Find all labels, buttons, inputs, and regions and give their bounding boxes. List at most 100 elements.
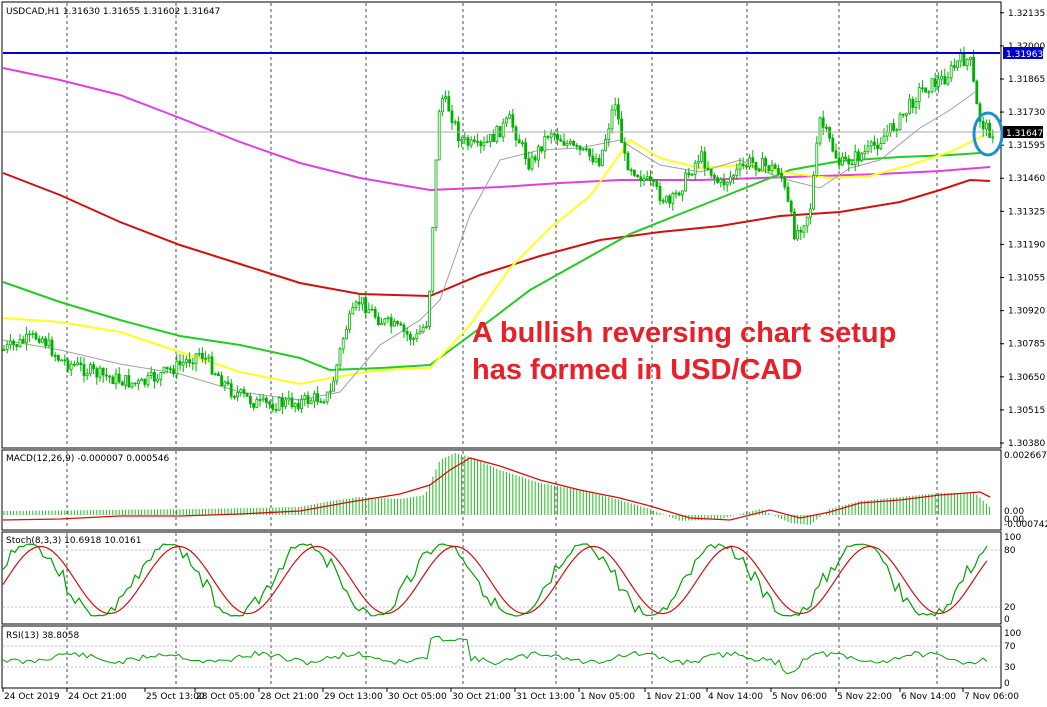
candle-body <box>559 139 563 142</box>
candle-body <box>121 381 124 386</box>
candle-body <box>101 367 105 376</box>
candle-body <box>818 117 822 144</box>
candle-body <box>284 399 288 407</box>
candle-body <box>124 375 127 386</box>
candle-body <box>620 118 623 143</box>
candle-body <box>908 98 911 114</box>
candle-body <box>364 297 368 313</box>
candle-body <box>697 160 700 164</box>
candle-body <box>200 352 204 359</box>
candle-body <box>681 190 684 196</box>
candle-body <box>556 133 559 140</box>
candle-body <box>242 389 246 394</box>
candle-body <box>73 363 76 366</box>
time-tick-label: 30 Oct 05:00 <box>388 692 447 702</box>
resistance-price-label: 1.31963 <box>1006 50 1043 60</box>
candle-body <box>825 126 828 129</box>
candle-body <box>517 139 521 144</box>
candle-body <box>105 374 108 377</box>
candle-body <box>671 192 675 204</box>
candle-body <box>793 211 796 240</box>
candle-body <box>184 359 188 363</box>
candle-body <box>162 366 166 374</box>
candle-body <box>597 158 601 166</box>
candle-body <box>665 195 668 203</box>
candle-body <box>504 117 508 124</box>
price-tick-label: 1.30785 <box>1008 340 1045 350</box>
candle-body <box>332 380 336 392</box>
macd-tick-bottom: -0.000742 <box>1004 520 1047 530</box>
candle-body <box>194 353 198 364</box>
candle-body <box>204 357 208 360</box>
candle-body <box>565 142 569 146</box>
candle-body <box>143 378 147 385</box>
candle-body <box>693 162 697 175</box>
rsi-line <box>2 635 988 675</box>
candle-body <box>956 60 959 68</box>
candle-body <box>713 174 716 179</box>
candle-body <box>191 362 195 365</box>
candle-body <box>898 113 902 131</box>
candle-body <box>306 395 310 404</box>
candle-body <box>562 140 566 146</box>
candle-body <box>700 151 703 162</box>
candle-body <box>223 381 227 387</box>
candle-body <box>764 158 767 167</box>
candle-body <box>412 338 416 340</box>
candle-body <box>943 75 947 85</box>
candle-body <box>821 117 825 128</box>
candle-body <box>261 397 265 401</box>
candle-body <box>975 80 979 105</box>
candle-body <box>668 195 671 204</box>
candle-body <box>857 151 860 161</box>
candle-body <box>917 87 921 103</box>
candle-body <box>396 321 400 325</box>
candle-body <box>495 126 499 142</box>
candle-body <box>965 59 969 67</box>
candle-body <box>885 131 889 137</box>
candle-body <box>188 359 192 364</box>
candle-body <box>876 144 879 149</box>
candle-body <box>399 323 403 326</box>
candle-body <box>85 373 89 376</box>
time-tick-label: 7 Nov 06:00 <box>964 692 1019 702</box>
price-tick-label: 1.30380 <box>1008 439 1045 449</box>
candle-body <box>428 290 432 327</box>
candle-body <box>197 352 201 355</box>
ma100-line <box>2 152 981 372</box>
stoch-title: Stoch(8,3,3) 10.6918 10.0161 <box>6 536 141 546</box>
candle-body <box>216 373 220 377</box>
candle-body <box>28 333 32 336</box>
candle-body <box>706 167 710 170</box>
candle-body <box>309 400 313 404</box>
price-tick-label: 1.31055 <box>1008 274 1045 284</box>
candle-body <box>44 338 47 347</box>
candle-body <box>12 340 16 345</box>
stoch-panel <box>1 531 1002 625</box>
candle-body <box>386 317 390 320</box>
candle-body <box>738 163 742 170</box>
candle-body <box>18 338 22 348</box>
price-tick-label: 1.32135 <box>1008 9 1045 19</box>
price-candles <box>2 46 995 415</box>
candle-body <box>729 176 732 183</box>
candle-body <box>440 98 444 113</box>
time-tick-label: 4 Nov 14:00 <box>708 692 763 702</box>
candle-body <box>834 150 838 159</box>
candle-body <box>274 409 278 411</box>
candle-body <box>722 178 726 186</box>
candle-body <box>146 375 150 385</box>
candle-body <box>89 364 92 375</box>
candle-body <box>476 141 480 143</box>
time-tick-label: 5 Nov 06:00 <box>772 692 827 702</box>
price-tick-label: 1.31595 <box>1008 141 1045 151</box>
candle-body <box>415 333 419 339</box>
candle-body <box>31 333 35 335</box>
candle-body <box>985 122 988 130</box>
candle-body <box>546 136 550 138</box>
candle-body <box>149 372 153 376</box>
candle-body <box>82 364 86 376</box>
vertical-gridlines <box>66 3 938 687</box>
candle-body <box>488 134 492 142</box>
candle-body <box>98 367 102 378</box>
